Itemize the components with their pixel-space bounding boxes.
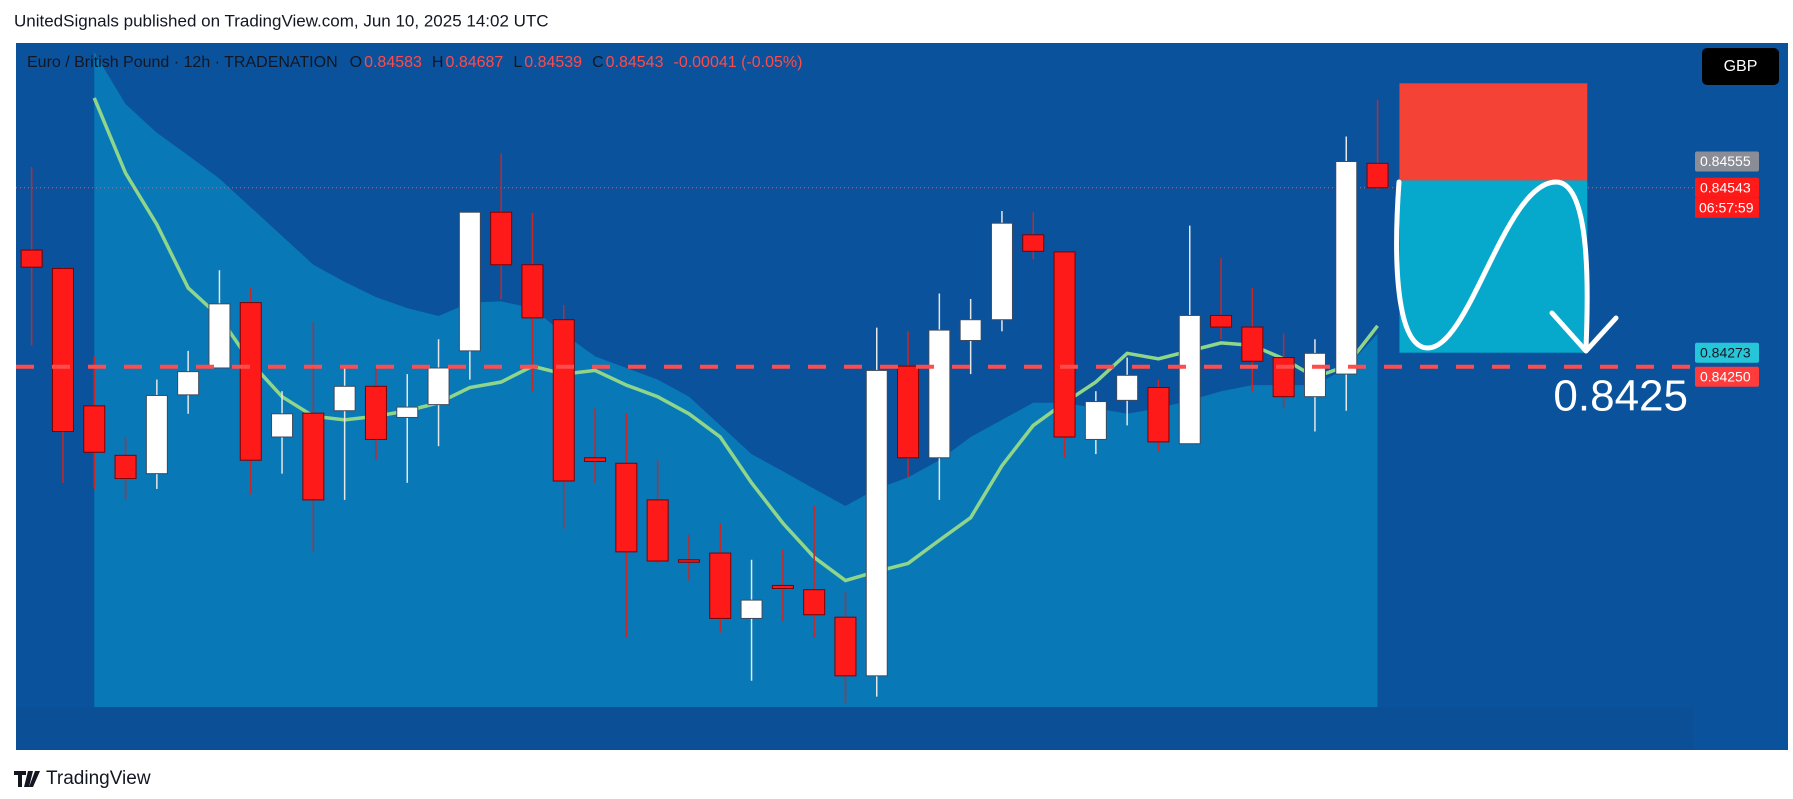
brand-logo (14, 771, 40, 787)
symbol-title: Euro / British Pound · 12h · TRADENATION (27, 54, 338, 71)
candle-body (1241, 326, 1264, 362)
target-line-label: 0.84250 (1700, 368, 1751, 384)
candle-body (646, 499, 669, 562)
brand-name: TradingView (46, 768, 151, 789)
entry-price-label-box (1695, 151, 1759, 172)
currency-button[interactable]: GBP (1702, 48, 1779, 85)
candle-body (239, 302, 262, 461)
target-price-label-box (1695, 342, 1759, 363)
target-price-label: 0.84273 (1700, 344, 1751, 360)
candle-body (771, 584, 794, 589)
ohlc-letter: O (349, 54, 363, 71)
candle-body (1366, 162, 1389, 189)
ohlc-letter: C (592, 54, 604, 71)
candle-body (677, 559, 700, 563)
candle-body (364, 385, 387, 440)
candle-body (897, 365, 920, 459)
ohlc-letter: H (431, 54, 444, 71)
candle-body (1210, 314, 1233, 328)
candle-body (959, 319, 982, 341)
candle-body (928, 329, 951, 459)
candle-body (20, 249, 43, 268)
candle-body (709, 552, 732, 619)
candle-body (1084, 401, 1107, 440)
candle-body (145, 394, 168, 475)
forecast-curve (1394, 179, 1590, 351)
candle-body (490, 211, 513, 266)
candle-body (1335, 161, 1358, 375)
publisher-line: UnitedSignals published on TradingView.c… (14, 11, 549, 30)
countdown: 06:57:59 (1699, 199, 1754, 215)
symbol-legend: Euro / British Pound · 12h · TRADENATION… (27, 54, 812, 72)
candle-body (1053, 251, 1076, 438)
ohlc-value: 0.84543 (605, 54, 664, 71)
candle-body (333, 385, 356, 412)
candle-body (427, 367, 450, 406)
ohlc-value: 0.84687 (445, 54, 504, 71)
candle-body (458, 211, 481, 352)
candle-body (114, 454, 137, 480)
forecast-arrowhead (1549, 310, 1619, 354)
ohlc-value: 0.84539 (524, 54, 583, 71)
candle-body (803, 589, 826, 616)
ohlc-letter: L (513, 54, 523, 71)
candle-body (1022, 234, 1045, 252)
target-line-label-box (1695, 366, 1759, 387)
marks-layer (16, 83, 1693, 704)
candle-body (1303, 352, 1326, 398)
candle-body (740, 599, 763, 619)
target-annotation: 0.8425 (1553, 371, 1688, 420)
target-zone (1399, 180, 1588, 353)
candle-body (865, 369, 888, 677)
candle-body (302, 412, 325, 501)
candle-body (584, 457, 607, 462)
current-price-label: 0.84543 (1700, 179, 1751, 195)
entry-price-label: 0.84555 (1700, 153, 1751, 169)
candle-body (521, 264, 544, 319)
candle-body (1116, 374, 1139, 401)
candle-body (1147, 387, 1170, 443)
countdown-box (1695, 197, 1759, 218)
candle-body (1272, 357, 1295, 398)
time-axis (16, 707, 1693, 750)
candle-body (1178, 314, 1201, 445)
price-axis: 0.84555 0.84543 06:57:59 0.84273 0.84250 (1695, 151, 1759, 387)
candle-body (552, 319, 575, 482)
candle-body (51, 267, 74, 433)
over-layer: 0.8425 (1394, 179, 1688, 420)
candle-body (271, 413, 294, 438)
candle-body (396, 406, 419, 418)
stop-zone (1399, 83, 1588, 181)
candle-body (990, 222, 1013, 321)
current-price-label-box (1695, 177, 1759, 198)
candle-body (834, 616, 857, 677)
price-change: -0.00041 (-0.05%) (673, 54, 803, 71)
cloud-area (94, 52, 1378, 707)
candle-body (83, 405, 106, 453)
candle-body (208, 303, 231, 369)
candle-body (177, 371, 200, 396)
ohlc-value: 0.84583 (364, 54, 422, 71)
candle-body (615, 462, 638, 553)
